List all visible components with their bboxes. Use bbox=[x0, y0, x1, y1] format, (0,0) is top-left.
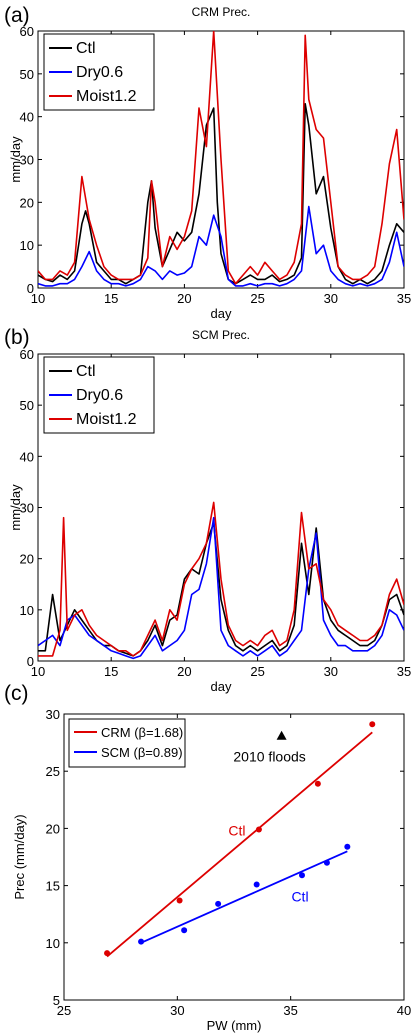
axes-frame bbox=[63, 713, 405, 1001]
y-tick-label: 40 bbox=[20, 110, 34, 125]
x-axis-label: day bbox=[211, 679, 232, 694]
y-tick-label: 60 bbox=[20, 24, 34, 39]
y-tick-label: 30 bbox=[20, 501, 34, 516]
legend: Ctl Dry0.6 Moist1.2 bbox=[43, 356, 155, 434]
x-tick-label: 30 bbox=[324, 664, 338, 679]
data-point-scm bbox=[299, 872, 305, 879]
x-tick-label: 15 bbox=[104, 291, 118, 306]
data-point-crm bbox=[104, 950, 111, 957]
y-tick-label: 30 bbox=[20, 153, 34, 168]
x-tick-label: 35 bbox=[397, 664, 411, 679]
data-point-scm bbox=[323, 859, 330, 866]
data-area bbox=[104, 721, 376, 958]
panel-label: (a) bbox=[4, 4, 30, 27]
x-tick-label: 25 bbox=[57, 1003, 71, 1018]
y-tick-label: 20 bbox=[20, 195, 34, 210]
x-tick-label: 25 bbox=[250, 291, 264, 306]
y-tick-label: 40 bbox=[20, 449, 34, 464]
legend-box bbox=[43, 33, 155, 111]
x-axis-label: day bbox=[211, 306, 232, 321]
y-tick-label: 10 bbox=[20, 238, 34, 253]
x-tick-label: 10 bbox=[31, 291, 45, 306]
legend: CRM (β=1.68) SCM (β=0.89) bbox=[68, 718, 186, 768]
x-tick-label: 20 bbox=[177, 291, 191, 306]
data-point-crm bbox=[369, 721, 376, 728]
data-point-crm bbox=[314, 780, 321, 787]
x-tick-label: 15 bbox=[104, 664, 118, 679]
legend-label: Moist1.2 bbox=[76, 88, 137, 105]
fit-line-crm bbox=[106, 731, 373, 958]
x-tick-label: 40 bbox=[397, 1003, 411, 1018]
legend-label: Ctl bbox=[76, 363, 96, 380]
y-tick-label: 60 bbox=[20, 347, 34, 362]
panel-c: (c) 25 30 35 40 5 10 15 20 25 30 PW (mm) Prec (mm/da… bbox=[4, 682, 411, 1033]
y-axis-label: mm/day bbox=[8, 484, 23, 531]
series-line-moist1-2 bbox=[38, 501, 404, 657]
y-tick-label: 10 bbox=[46, 936, 60, 951]
y-axis-label: mm/day bbox=[8, 136, 23, 183]
y-tick-label: 0 bbox=[27, 654, 34, 669]
legend-label: CRM (β=1.68) bbox=[101, 725, 183, 740]
annotation-2010-floods: 2010 floods bbox=[233, 749, 305, 765]
legend-label: Dry0.6 bbox=[76, 387, 123, 404]
x-tick-label: 25 bbox=[250, 664, 264, 679]
series-line-moist1-2 bbox=[38, 31, 404, 285]
legend-label: SCM (β=0.89) bbox=[101, 745, 183, 760]
series-line-ctl bbox=[38, 522, 404, 657]
data-point-crm bbox=[176, 897, 183, 904]
panel-label: (b) bbox=[4, 326, 30, 349]
data-area bbox=[38, 31, 404, 287]
legend-label: Moist1.2 bbox=[76, 411, 137, 428]
annotation-ctl: Ctl bbox=[228, 823, 245, 839]
y-tick-label: 50 bbox=[20, 398, 34, 413]
y-tick-label: 0 bbox=[27, 281, 34, 296]
legend-label: Dry0.6 bbox=[76, 64, 123, 81]
y-tick-label: 30 bbox=[46, 707, 60, 722]
y-tick-label: 20 bbox=[20, 552, 34, 567]
x-tick-label: 30 bbox=[324, 291, 338, 306]
y-axis-label: Prec (mm/day) bbox=[12, 814, 27, 899]
y-tick-label: 10 bbox=[20, 603, 34, 618]
y-tick-label: 15 bbox=[46, 879, 60, 894]
fit-line-scm bbox=[140, 850, 348, 944]
panel-a: (a) CRM Prec.10 15 20 25 30 350102030405060day… bbox=[4, 4, 411, 321]
data-point-scm bbox=[215, 900, 222, 907]
x-tick-label: 30 bbox=[170, 1003, 184, 1018]
data-point-scm bbox=[253, 881, 260, 888]
annotation-ctl: Ctl bbox=[291, 888, 308, 904]
x-tick-label: 10 bbox=[31, 664, 45, 679]
x-tick-label: 35 bbox=[283, 1003, 297, 1018]
x-tick-label: 20 bbox=[177, 664, 191, 679]
y-tick-label: 25 bbox=[46, 764, 60, 779]
series-line-dry0-6 bbox=[38, 205, 404, 287]
series-line-dry0-6 bbox=[38, 516, 404, 660]
data-point-scm bbox=[181, 927, 188, 934]
legend: Ctl Dry0.6 Moist1.2 bbox=[43, 33, 155, 111]
flood-marker-triangle bbox=[276, 730, 287, 740]
chart-title: CRM Prec. bbox=[192, 5, 251, 19]
y-tick-label: 5 bbox=[53, 993, 60, 1008]
panel-b: (b) SCM Prec.10 15 20 25 30 350102030405060day… bbox=[4, 326, 411, 694]
legend-label: Ctl bbox=[76, 40, 96, 57]
data-point-scm bbox=[138, 938, 145, 945]
x-tick-label: 35 bbox=[397, 291, 411, 306]
data-point-crm bbox=[255, 826, 262, 833]
chart-title: SCM Prec. bbox=[192, 328, 250, 342]
y-tick-label: 50 bbox=[20, 67, 34, 82]
panel-label: (c) bbox=[4, 682, 29, 705]
data-point-scm bbox=[344, 843, 351, 850]
x-axis-label: PW (mm) bbox=[207, 1018, 262, 1033]
y-tick-label: 20 bbox=[46, 821, 60, 836]
legend-box bbox=[68, 718, 186, 768]
series-line-ctl bbox=[38, 103, 404, 285]
data-area bbox=[38, 501, 404, 660]
